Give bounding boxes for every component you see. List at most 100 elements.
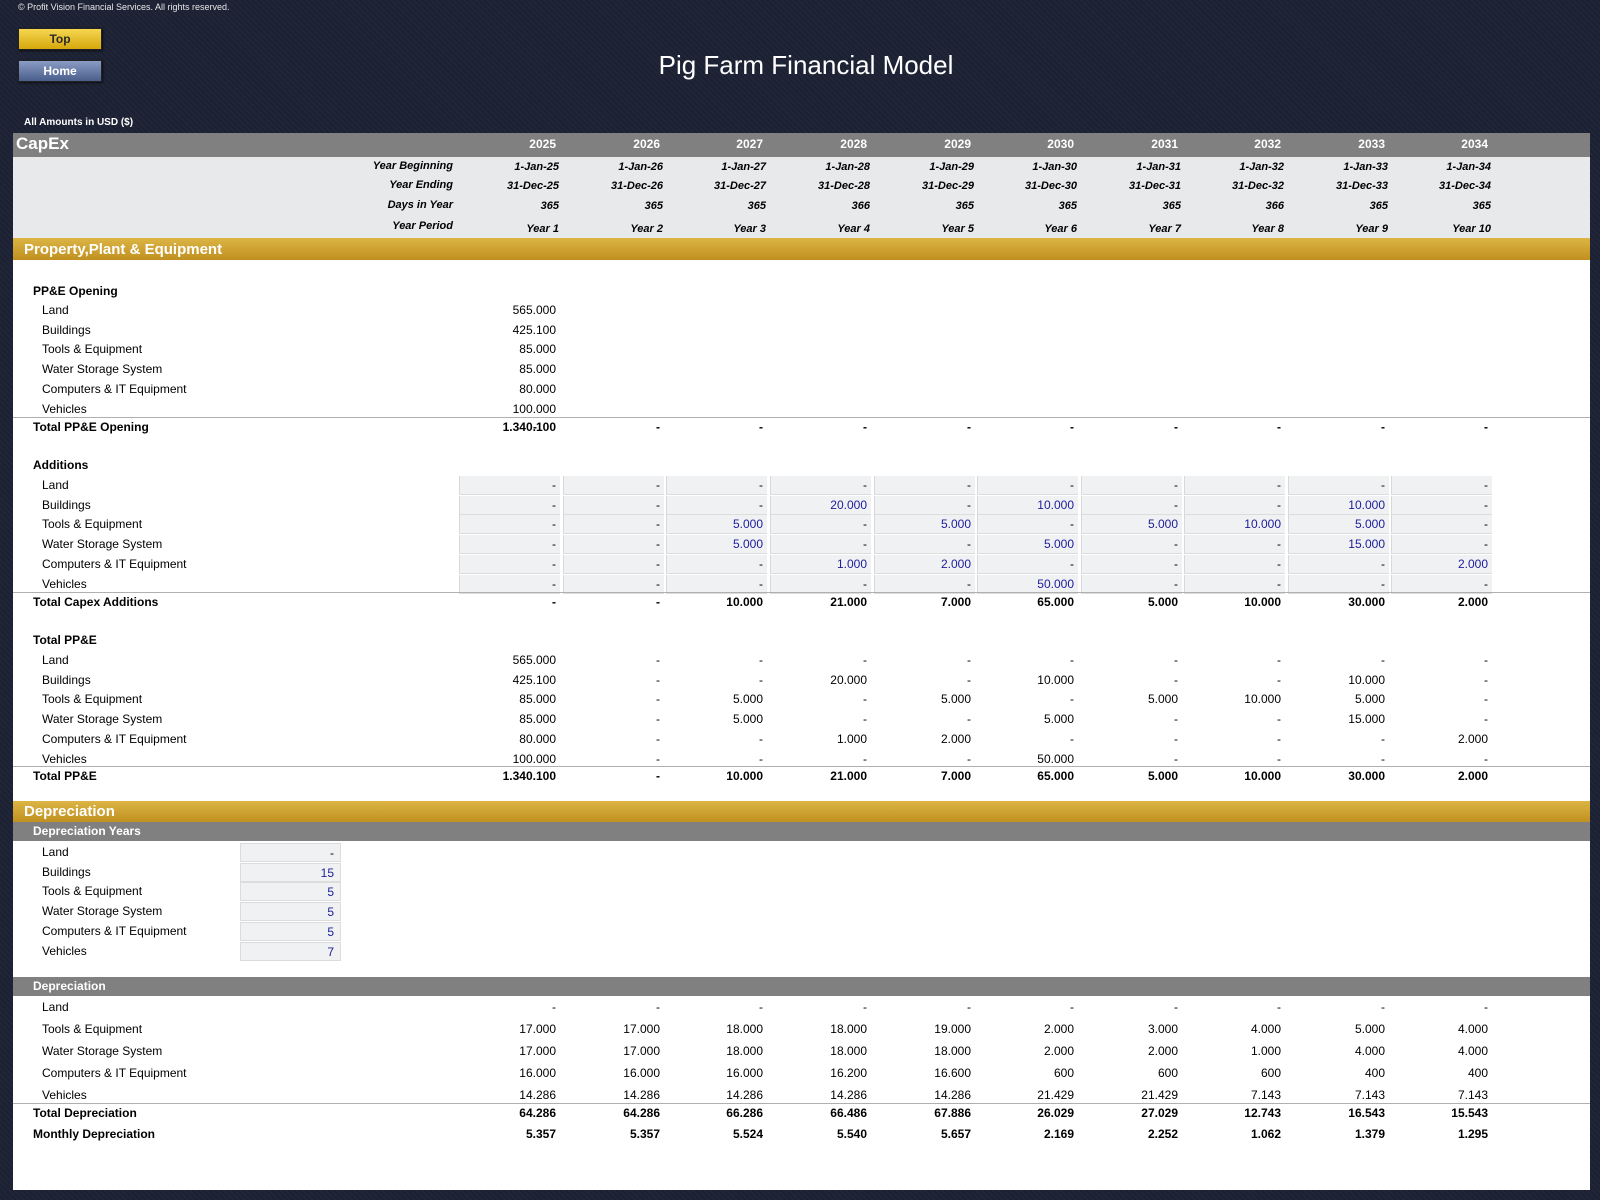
input-cell[interactable]	[1288, 515, 1389, 535]
value-cell[interactable]: -	[863, 537, 867, 552]
value-cell[interactable]: 10.000	[1244, 517, 1281, 532]
input-cell[interactable]	[666, 515, 767, 535]
value-cell[interactable]: 5.000	[1043, 537, 1074, 552]
input-cell[interactable]	[666, 574, 767, 594]
value-cell[interactable]: -	[1484, 517, 1488, 532]
input-cell[interactable]	[1184, 495, 1285, 515]
input-cell[interactable]	[874, 574, 975, 594]
depreciation-years-input[interactable]: 15	[240, 862, 341, 882]
value-cell[interactable]: -	[656, 537, 660, 552]
value-cell[interactable]: -	[1174, 497, 1178, 512]
value-cell[interactable]: 2.000	[940, 556, 971, 571]
input-cell[interactable]	[1081, 495, 1182, 515]
value-cell[interactable]: -	[1484, 576, 1488, 591]
input-cell[interactable]	[874, 476, 975, 495]
value-cell[interactable]: -	[552, 517, 556, 532]
value-cell[interactable]: -	[656, 517, 660, 532]
value-cell[interactable]: 50.000	[1037, 576, 1074, 591]
input-cell[interactable]	[459, 535, 560, 555]
value-cell[interactable]: -	[967, 576, 971, 591]
input-cell[interactable]	[977, 535, 1078, 555]
input-cell[interactable]	[874, 495, 975, 515]
value-cell[interactable]: -	[1070, 556, 1074, 571]
value-cell[interactable]: -	[967, 537, 971, 552]
input-cell[interactable]	[874, 554, 975, 574]
input-cell[interactable]	[1081, 476, 1182, 495]
value-cell[interactable]: -	[1277, 576, 1281, 591]
input-cell[interactable]	[770, 515, 871, 535]
value-cell[interactable]: -	[967, 497, 971, 512]
value-cell[interactable]: -	[1277, 478, 1281, 492]
input-cell[interactable]	[666, 554, 767, 574]
input-cell[interactable]	[666, 495, 767, 515]
input-cell[interactable]	[1081, 554, 1182, 574]
input-cell[interactable]	[459, 495, 560, 515]
value-cell[interactable]: -	[1381, 478, 1385, 492]
input-cell[interactable]	[977, 476, 1078, 495]
depreciation-years-input[interactable]: 5	[240, 882, 341, 902]
input-cell[interactable]	[977, 574, 1078, 594]
input-cell[interactable]	[770, 535, 871, 555]
input-cell[interactable]	[459, 476, 560, 495]
input-cell[interactable]	[1391, 515, 1492, 535]
input-cell[interactable]	[563, 515, 664, 535]
depreciation-years-input[interactable]: 7	[240, 941, 341, 961]
value-cell[interactable]: -	[759, 556, 763, 571]
value-cell[interactable]: -	[1484, 497, 1488, 512]
value-cell[interactable]: -	[1174, 556, 1178, 571]
value-cell[interactable]: -	[552, 576, 556, 591]
input-cell[interactable]	[459, 515, 560, 535]
input-cell[interactable]	[977, 495, 1078, 515]
input-cell[interactable]	[1081, 515, 1182, 535]
input-cell[interactable]	[977, 554, 1078, 574]
value-cell[interactable]: 15.000	[1348, 537, 1385, 552]
home-button[interactable]: Home	[18, 60, 102, 82]
value-cell[interactable]: 10.000	[1348, 497, 1385, 512]
value-cell[interactable]: -	[759, 576, 763, 591]
input-cell[interactable]	[1184, 515, 1285, 535]
value-cell[interactable]: -	[967, 478, 971, 492]
input-cell[interactable]	[874, 535, 975, 555]
input-cell[interactable]	[1288, 495, 1389, 515]
input-cell[interactable]	[770, 554, 871, 574]
input-cell[interactable]	[666, 535, 767, 555]
value-cell[interactable]: 5.000	[732, 537, 763, 552]
value-cell[interactable]: -	[552, 478, 556, 492]
input-cell[interactable]	[1184, 476, 1285, 495]
value-cell[interactable]: -	[656, 478, 660, 492]
value-cell[interactable]: -	[1381, 576, 1385, 591]
value-cell[interactable]: -	[1484, 478, 1488, 492]
input-cell[interactable]	[1391, 535, 1492, 555]
input-cell[interactable]	[1391, 476, 1492, 495]
value-cell[interactable]: -	[552, 556, 556, 571]
value-cell[interactable]: 20.000	[830, 497, 867, 512]
value-cell[interactable]: 1.000	[836, 556, 867, 571]
value-cell[interactable]: 2.000	[1457, 556, 1488, 571]
input-cell[interactable]	[666, 476, 767, 495]
value-cell[interactable]: -	[1070, 517, 1074, 532]
input-cell[interactable]	[1184, 574, 1285, 594]
value-cell[interactable]: 5.000	[732, 517, 763, 532]
value-cell[interactable]: -	[1484, 537, 1488, 552]
input-cell[interactable]	[770, 574, 871, 594]
value-cell[interactable]: -	[1277, 497, 1281, 512]
input-cell[interactable]	[1288, 574, 1389, 594]
input-cell[interactable]	[1391, 554, 1492, 574]
input-cell[interactable]	[1391, 574, 1492, 594]
value-cell[interactable]: -	[1174, 576, 1178, 591]
input-cell[interactable]	[1081, 574, 1182, 594]
value-cell[interactable]: 10.000	[1037, 497, 1074, 512]
value-cell[interactable]: -	[656, 556, 660, 571]
input-cell[interactable]	[1288, 476, 1389, 495]
input-cell[interactable]	[459, 574, 560, 594]
value-cell[interactable]: -	[552, 497, 556, 512]
value-cell[interactable]: 5.000	[1147, 517, 1178, 532]
input-cell[interactable]	[563, 554, 664, 574]
value-cell[interactable]: 5.000	[940, 517, 971, 532]
input-cell[interactable]	[563, 495, 664, 515]
depreciation-years-input[interactable]: -	[240, 843, 341, 862]
depreciation-years-input[interactable]: 5	[240, 921, 341, 941]
input-cell[interactable]	[1288, 535, 1389, 555]
value-cell[interactable]: -	[863, 576, 867, 591]
top-button[interactable]: Top	[18, 28, 102, 50]
